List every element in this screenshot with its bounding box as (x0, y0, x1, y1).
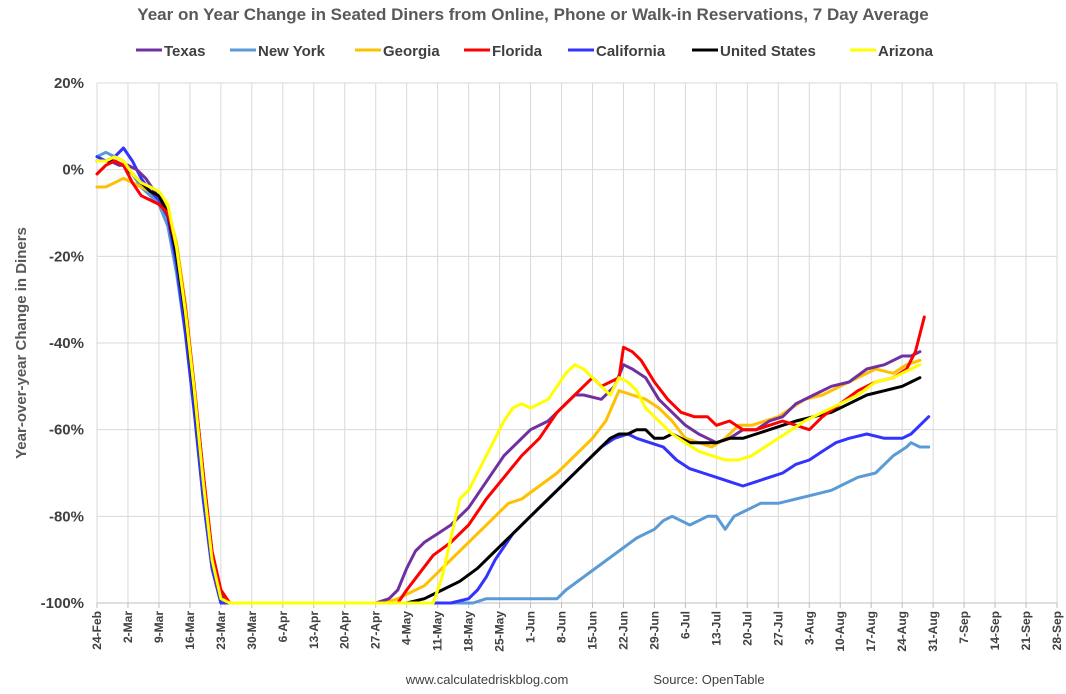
y-tick-label: -40% (49, 335, 84, 352)
x-tick-label: 15-Jun (585, 611, 599, 650)
x-tick-label: 6-Jul (678, 611, 692, 639)
chart-title: Year on Year Change in Seated Diners fro… (137, 5, 928, 24)
y-tick-label: -80% (49, 508, 84, 525)
legend-label-texas: Texas (164, 43, 205, 60)
x-tick-label: 8-Jun (555, 611, 569, 643)
x-tick-label: 25-May (493, 611, 507, 652)
y-tick-label: 20% (54, 75, 84, 92)
y-gridlines (97, 82, 1057, 604)
y-tick-labels: 20% 0% -20% -40% -60% -80% -100% (41, 75, 84, 612)
x-tick-label: 22-Jun (616, 611, 630, 650)
x-tick-label: 24-Feb (90, 611, 104, 650)
x-tick-label: 6-Apr (276, 611, 290, 643)
x-tick-label: 9-Mar (152, 611, 166, 643)
x-tick-label: 14-Sep (988, 611, 1002, 650)
x-tick-label: 31-Aug (926, 611, 940, 652)
x-tick-label: 24-Aug (895, 611, 909, 652)
x-tick-label: 23-Mar (214, 611, 228, 650)
x-gridlines (96, 83, 1058, 608)
x-tick-label: 3-Aug (802, 611, 816, 645)
x-tick-label: 27-Jul (771, 611, 785, 646)
legend-label-arizona: Arizona (878, 43, 934, 60)
x-tick-label: 29-Jun (647, 611, 661, 650)
series-layer (95, 146, 931, 605)
x-tick-label: 20-Jul (740, 611, 754, 646)
x-tick-label: 16-Mar (183, 611, 197, 650)
y-tick-label: 0% (62, 162, 84, 179)
series-line-new-york (95, 150, 931, 605)
x-tick-label: 7-Sep (957, 611, 971, 644)
legend-label-united-states: United States (720, 43, 816, 60)
x-tick-label: 2-Mar (121, 611, 135, 643)
x-tick-label: 10-Aug (833, 611, 847, 652)
x-tick-label: 27-Apr (369, 611, 383, 649)
x-tick-label: 21-Sep (1019, 611, 1033, 650)
footer-source: Source: OpenTable (653, 672, 764, 687)
legend-label-georgia: Georgia (383, 43, 440, 60)
series-line-arizona (95, 155, 922, 605)
y-tick-label: -100% (41, 595, 84, 612)
y-tick-label: -20% (49, 248, 84, 265)
x-tick-label: 13-Jul (709, 611, 723, 646)
x-tick-labels: 24-Feb 2-Mar 9-Mar 16-Mar 23-Mar 30-Mar 6-Apr 1… (90, 611, 1064, 652)
legend-label-new-york: New York (258, 43, 326, 60)
x-tick-label: 13-Apr (307, 611, 321, 649)
y-tick-label: -60% (49, 422, 84, 439)
x-tick-label: 17-Aug (864, 611, 878, 652)
x-tick-label: 18-May (462, 611, 476, 652)
x-tick-label: 11-May (431, 611, 445, 651)
x-tick-label: 30-Mar (245, 611, 259, 650)
x-tick-label: 28-Sep (1050, 611, 1064, 650)
y-axis-label: Year-over-year Change in Diners (13, 227, 30, 459)
legend-label-california: California (596, 43, 666, 60)
legend: Texas New York Georgia Florida California Uni… (136, 43, 934, 60)
x-tick-label: 20-Apr (338, 611, 352, 649)
legend-label-florida: Florida (492, 43, 543, 60)
footer-website: www.calculatedriskblog.com (405, 672, 569, 687)
x-tick-label: 4-May (400, 611, 414, 645)
x-tick-label: 1-Jun (524, 611, 538, 643)
